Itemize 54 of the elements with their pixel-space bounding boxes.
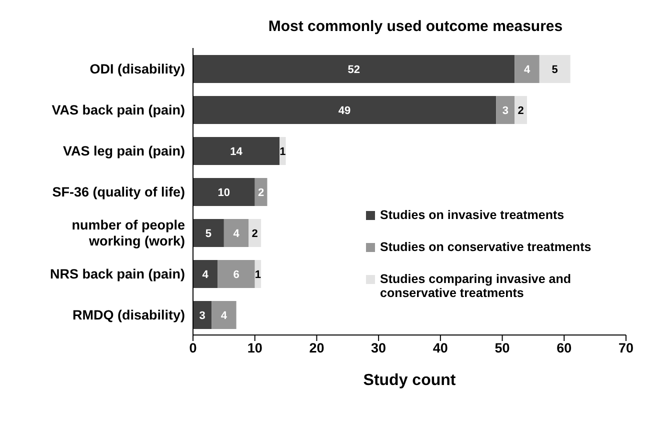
- data-label: 1: [254, 268, 262, 281]
- x-axis-title: Study count: [363, 372, 456, 389]
- data-label: 4: [220, 310, 228, 322]
- legend-label: Studies on conservative treatments: [380, 240, 592, 254]
- data-label: 2: [518, 104, 524, 117]
- bar: [193, 260, 218, 288]
- data-label: 10: [218, 186, 230, 199]
- data-label: 2: [252, 228, 258, 240]
- y-tick-label: VAS leg pain (pain): [62, 143, 185, 158]
- data-label: 5: [552, 64, 558, 76]
- bar: [212, 301, 236, 329]
- legend-label: Studies on invasive treatments: [380, 208, 564, 222]
- chart-title: Most commonly used outcome measures: [267, 18, 564, 35]
- legend-label: Studies comparing invasive and conservative treatments: [380, 272, 572, 300]
- bar: [193, 55, 515, 83]
- bar: [193, 137, 280, 165]
- data-label: 3: [502, 104, 508, 117]
- bar: [496, 96, 515, 124]
- data-label: 52: [348, 64, 360, 76]
- data-label: 3: [199, 310, 206, 322]
- y-tick-label: RMDQ (disability): [72, 307, 185, 322]
- bar: [224, 219, 249, 247]
- data-label: 14: [230, 146, 244, 158]
- x-tick-label: 50: [494, 340, 510, 356]
- bar: [193, 178, 255, 206]
- data-label: 5: [205, 228, 212, 240]
- bar: [280, 137, 286, 165]
- data-label: 4: [233, 228, 240, 240]
- bar: [248, 219, 262, 247]
- x-tick-label: 10: [247, 340, 262, 356]
- y-tick-label: number of people working (work): [72, 217, 186, 248]
- y-tick-label: SF-36 (quality of life): [52, 184, 185, 199]
- y-tick-label: VAS back pain (pain): [52, 102, 185, 117]
- bar: [193, 301, 212, 329]
- bar: [539, 55, 570, 83]
- x-tick-label: 60: [556, 340, 572, 356]
- x-tick-label: 70: [618, 340, 634, 356]
- x-tick-label: 30: [371, 340, 386, 356]
- bar: [514, 96, 528, 124]
- data-label: 6: [233, 268, 240, 281]
- data-label: 4: [524, 64, 531, 76]
- y-tick-label: ODI (disability): [90, 61, 185, 76]
- x-tick-label: 0: [189, 340, 197, 356]
- bar: [218, 260, 255, 288]
- bar: [193, 96, 496, 124]
- data-label: 1: [280, 146, 286, 158]
- x-tick-label: 20: [309, 340, 324, 356]
- bar: [514, 55, 540, 83]
- x-tick-label: 40: [432, 340, 448, 356]
- y-tick-label: NRS back pain (pain): [50, 266, 185, 281]
- bar: [193, 219, 224, 247]
- data-label: 49: [338, 104, 351, 117]
- data-label: 2: [258, 186, 264, 199]
- data-label: 4: [202, 268, 210, 281]
